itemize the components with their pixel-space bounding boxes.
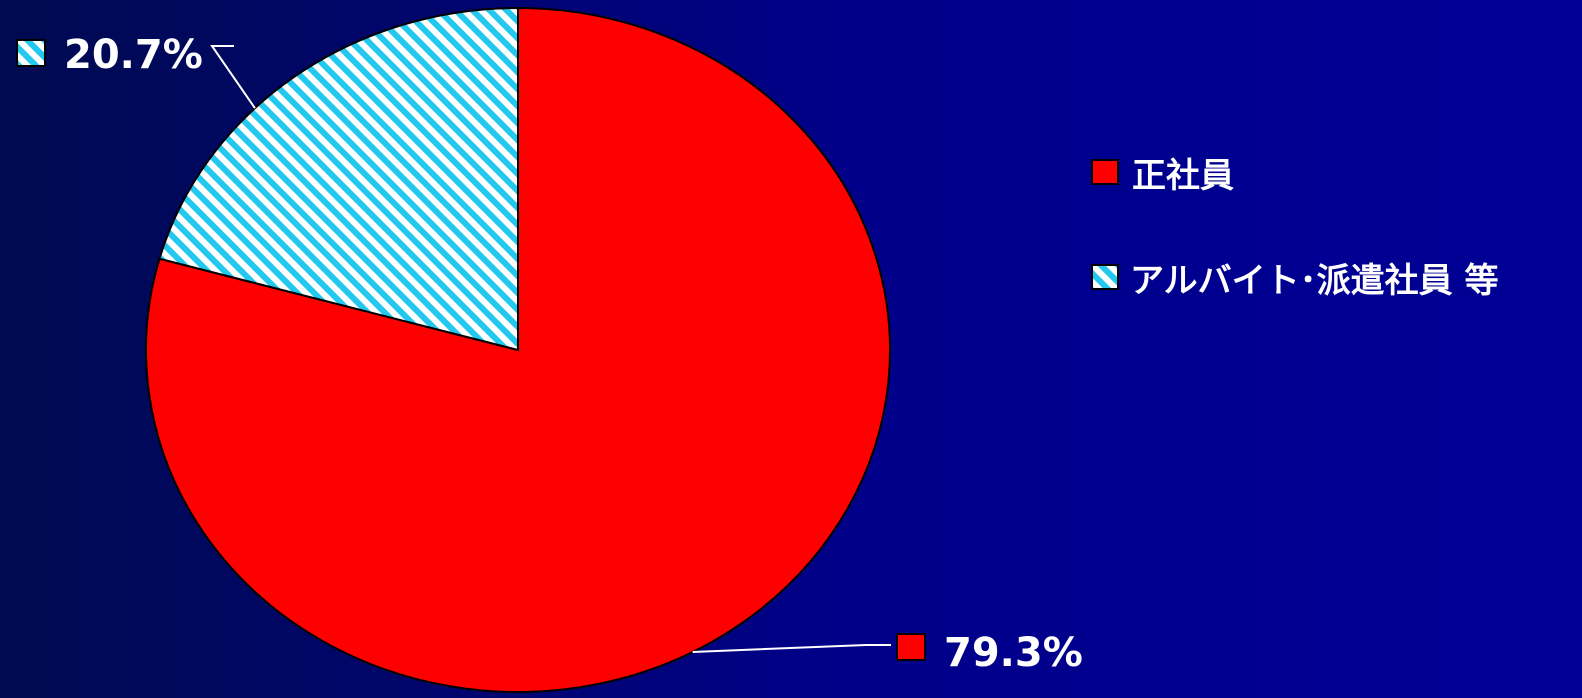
leader-lines (210, 45, 891, 653)
legend-label-1: 正社員 (1132, 156, 1234, 196)
pie-slice-2 (158, 6, 519, 352)
legend-swatch-2 (1091, 264, 1119, 290)
data-label-1: 79.3% (944, 630, 1083, 676)
data-label-swatch-1 (896, 633, 926, 661)
data-labels: 79.3% 20.7% (16, 32, 1083, 676)
leader-line-1 (692, 644, 891, 653)
pie-slices (145, 6, 891, 693)
legend-swatch-1 (1091, 159, 1119, 185)
leader-line-2 (210, 45, 256, 109)
data-label-2: 20.7% (64, 32, 203, 78)
data-label-swatch-2 (16, 39, 46, 67)
legend-label-2: アルバイト･派遣社員 等 (1130, 261, 1499, 301)
